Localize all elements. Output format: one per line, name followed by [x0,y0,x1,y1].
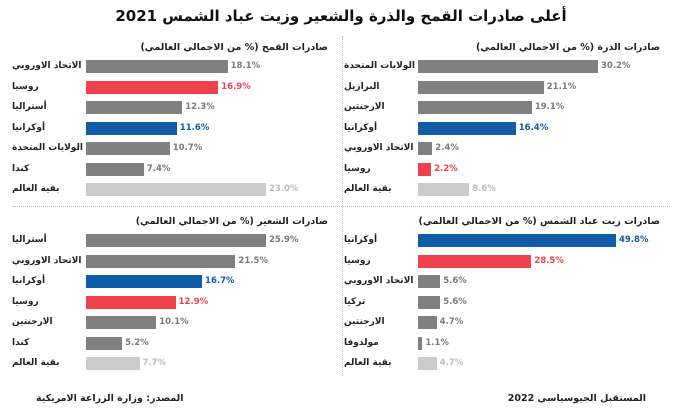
bar [86,336,123,350]
value-label: 7.4% [146,163,171,174]
category-label: البرازيل [344,81,380,92]
barley-panel: صادرات الشعير (% من الاجمالي العالمي) أس… [12,214,338,382]
value-label: 11.6% [179,122,210,133]
value-label: 4.7% [439,317,464,327]
bar [86,80,219,94]
category-label: الارجنتين [344,102,385,112]
source-note: المصدر: وزارة الزراعة الامريكية [36,393,184,404]
bar [86,183,266,196]
wheat-panel: صادرات القمح (% من الاجمالي العالمي) الا… [12,40,338,208]
value-label: 21.5% [238,255,268,266]
category-label: أستراليا [12,102,47,112]
category-label: الارجنتين [12,317,53,327]
value-label: 5.2% [125,337,149,348]
category-label: تركيا [344,296,366,307]
bar [418,275,441,288]
category-label: بقية العالم [344,358,392,368]
bar [418,183,470,196]
bar [86,316,157,329]
bar [86,60,228,73]
category-label: الاتحاد الاوروبي [344,143,414,153]
bar [86,121,177,135]
vertical-divider [342,36,343,376]
wheat-panel-title: صادرات القمح (% من الاجمالي العالمي) [140,42,328,53]
category-label: كندا [12,163,30,174]
value-label: 7.7% [142,358,167,368]
corn-panel-title: صادرات الذرة (% من الاجمالي العالمي) [475,42,660,53]
value-label: 1.1% [425,337,449,348]
bar [86,234,266,247]
category-label: أوكرانيا [344,235,378,245]
category-label: أوكرانيا [12,122,46,133]
bar [418,101,532,114]
bar [418,254,532,268]
category-label: الاتحاد الاوروبي [12,255,82,266]
bar [418,60,598,73]
category-label: الولايات المتحدة [344,61,415,71]
value-label: 2.4% [435,143,459,153]
bar [418,121,516,135]
value-label: 18.1% [230,61,261,71]
value-label: 16.9% [221,81,251,92]
category-label: أستراليا [12,235,47,245]
value-label: 5.6% [443,276,467,286]
brand-note: المستقبل الجيوسياسي 2022 [507,393,646,404]
category-label: أوكرانيا [344,122,378,133]
bar [418,295,441,309]
bar [86,162,144,176]
bar [418,357,437,370]
bar [418,234,616,247]
sunflower-oil-panel: صادرات زيت عباد الشمس (% من الاجمالي الع… [344,214,670,382]
chart-title: أعلى صادرات القمح والذرة والشعير وزيت عب… [115,7,567,25]
category-label: كندا [12,337,30,348]
category-label: الولايات المتحدة [12,143,83,153]
bar [418,316,437,329]
category-label: الاتحاد الاوروبي [12,61,82,71]
value-label: 4.7% [439,358,464,368]
bar [86,275,203,288]
value-label: 2.2% [434,163,458,174]
value-label: 5.6% [443,296,467,307]
category-label: روسيا [344,163,371,174]
category-label: روسيا [344,255,371,266]
value-label: 28.5% [534,255,564,266]
category-label: بقية العالم [344,184,392,194]
bar [86,295,176,309]
value-label: 19.1% [534,102,565,112]
value-label: 8.6% [472,184,496,194]
category-label: روسيا [12,81,39,92]
bar [86,101,183,114]
value-label: 10.7% [172,143,203,153]
bar [86,142,170,155]
value-label: 12.3% [185,102,215,112]
corn-panel: صادرات الذرة (% من الاجمالي العالمي) الو… [344,40,670,208]
sunflower-oil-panel-title: صادرات زيت عباد الشمس (% من الاجمالي الع… [418,216,660,227]
bar [418,336,423,350]
category-label: الارجنتين [344,317,385,327]
value-label: 16.4% [518,122,549,133]
category-label: أوكرانيا [12,276,46,286]
bar [86,254,236,268]
value-label: 16.7% [205,276,235,286]
bar [418,142,433,155]
category-label: بقية العالم [12,184,60,194]
bar [86,357,140,370]
value-label: 49.8% [619,235,649,245]
value-label: 12.9% [178,296,209,307]
value-label: 30.2% [601,61,631,71]
value-label: 23.0% [269,184,299,194]
value-label: 10.1% [159,317,189,327]
value-label: 25.9% [269,235,299,245]
bar [418,80,544,94]
bar [418,162,432,176]
category-label: بقية العالم [12,358,60,368]
barley-panel-title: صادرات الشعير (% من الاجمالي العالمي) [135,216,328,227]
category-label: مولدوفا [344,337,379,348]
category-label: الاتحاد الاوروبي [344,276,414,286]
horizontal-divider [12,206,670,207]
category-label: روسيا [12,296,39,307]
value-label: 21.1% [546,81,577,92]
